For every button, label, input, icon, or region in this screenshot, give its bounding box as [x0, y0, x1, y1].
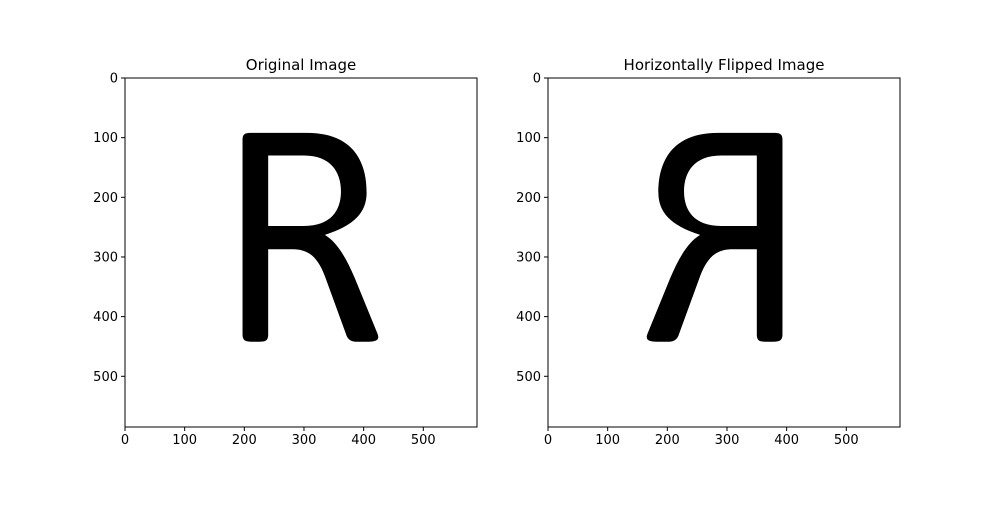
panel-title-flipped: Horizontally Flipped Image [624, 56, 825, 74]
image-original [242, 132, 379, 342]
axes-background-original [125, 78, 477, 427]
x-tick-label-original-2: 200 [232, 433, 257, 448]
x-tick-label-original-0: 0 [121, 433, 129, 448]
letter-r-glyph-flipped [646, 132, 783, 342]
y-tick-label-original-0: 0 [110, 72, 118, 87]
panel-title-original: Original Image [246, 56, 356, 74]
x-tick-label-original-3: 300 [292, 433, 317, 448]
x-tick-label-flipped-4: 400 [774, 433, 799, 448]
axes-frame-original [124, 77, 478, 428]
y-tick-label-flipped-2: 200 [516, 191, 541, 206]
axes-flipped: 0 100 200 300 400 500 0 100 200 300 400 500 [516, 72, 901, 449]
y-tick-label-original-4: 400 [93, 310, 118, 325]
axes-original: 0 100 200 300 400 500 0 100 200 300 400 500 [93, 72, 478, 449]
ticks-original: 0 100 200 300 400 500 0 100 200 300 400 500 [93, 72, 436, 449]
y-tick-label-flipped-4: 400 [516, 310, 541, 325]
ticks-flipped: 0 100 200 300 400 500 0 100 200 300 400 500 [516, 72, 859, 449]
x-tick-label-flipped-5: 500 [834, 433, 859, 448]
letter-r-glyph-original [242, 132, 379, 342]
y-tick-label-original-5: 500 [93, 370, 118, 385]
x-tick-label-flipped-2: 200 [655, 433, 680, 448]
panel-flipped: Horizontally Flipped Image 0 100 200 300 400… [516, 56, 901, 449]
y-tick-label-flipped-0: 0 [533, 72, 541, 87]
x-tick-label-flipped-3: 300 [715, 433, 740, 448]
x-tick-label-flipped-0: 0 [544, 433, 552, 448]
panel-original: Original Image 0 100 200 300 400 500 0 100 200 30… [93, 56, 478, 449]
axes-background-flipped [548, 78, 900, 427]
axes-frame-flipped [547, 77, 901, 428]
x-tick-label-original-4: 400 [351, 433, 376, 448]
y-tick-label-original-1: 100 [93, 131, 118, 146]
x-tick-label-original-1: 100 [172, 433, 197, 448]
y-tick-label-flipped-5: 500 [516, 370, 541, 385]
x-tick-label-flipped-1: 100 [595, 433, 620, 448]
image-flipped [646, 132, 783, 342]
x-tick-label-original-5: 500 [411, 433, 436, 448]
y-tick-label-original-3: 300 [93, 250, 118, 265]
y-tick-label-original-2: 200 [93, 191, 118, 206]
y-tick-label-flipped-3: 300 [516, 250, 541, 265]
y-tick-label-flipped-1: 100 [516, 131, 541, 146]
